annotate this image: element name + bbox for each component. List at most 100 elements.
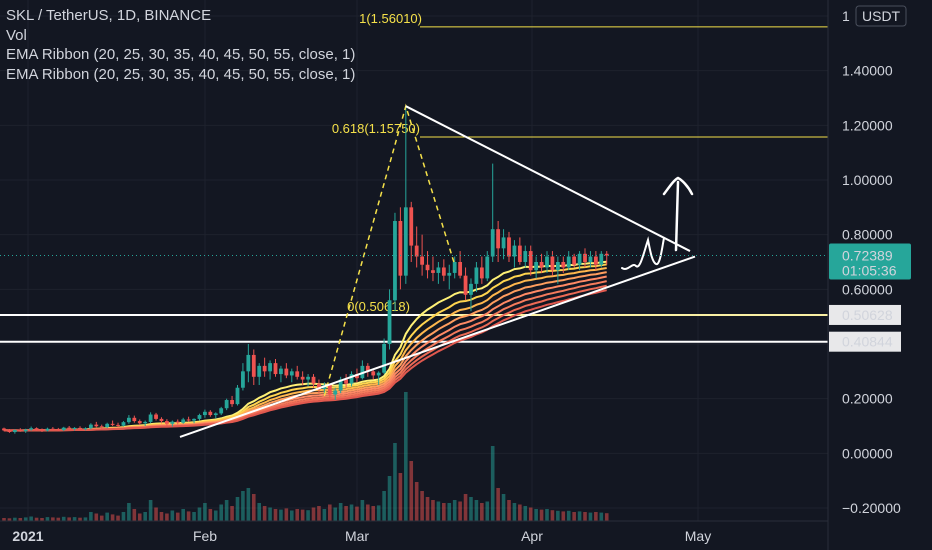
- candle-body: [355, 374, 359, 379]
- candle-body: [186, 419, 191, 421]
- x-tick-label: Feb: [193, 528, 217, 544]
- ema-line: [3, 260, 607, 432]
- volume-bar: [121, 512, 126, 521]
- candle-body: [279, 368, 283, 375]
- candle-body: [273, 363, 278, 375]
- volume-bar: [376, 505, 381, 521]
- currency-selector-box: [855, 5, 907, 27]
- volume-bar: [94, 513, 99, 521]
- candle-body: [203, 411, 207, 416]
- volume-bar: [295, 509, 300, 521]
- candle-body: [175, 421, 180, 423]
- volume-bar: [604, 513, 609, 521]
- candle-body: [566, 256, 571, 268]
- countdown-label: 01:05:36: [842, 262, 897, 278]
- candle-body: [88, 424, 93, 429]
- candle-body: [420, 256, 425, 265]
- volume-bar: [78, 517, 82, 521]
- candle-body: [534, 262, 539, 271]
- volume-bar: [181, 509, 185, 521]
- y-tick-label: 1: [842, 8, 850, 24]
- candle-body: [2, 428, 6, 431]
- volume-bar: [89, 512, 93, 521]
- candle-body: [458, 262, 463, 276]
- x-tick-label: Apr: [521, 528, 543, 544]
- candle-body: [528, 251, 533, 271]
- volume-bar: [398, 473, 403, 521]
- candle-body: [61, 427, 66, 431]
- volume-bar: [518, 504, 522, 521]
- candle-body: [496, 229, 501, 249]
- fib-level-label: 0(0.50618): [347, 299, 410, 314]
- candle-body: [507, 237, 511, 257]
- candle-body: [577, 253, 582, 265]
- volume-bar: [436, 501, 441, 521]
- candle-body: [170, 421, 175, 424]
- volume-bar: [2, 518, 6, 521]
- candle-body: [398, 221, 403, 276]
- candle-body: [474, 267, 479, 284]
- volume-bar: [387, 476, 392, 521]
- candle-body: [436, 267, 441, 273]
- volume-bar: [289, 510, 294, 521]
- candle-body: [463, 275, 468, 295]
- y-tick-label: 1.00000: [842, 172, 893, 188]
- candle-body: [99, 426, 104, 428]
- candle-body: [311, 376, 316, 384]
- fib-level-label: 0.618(1.15750): [332, 121, 420, 136]
- volume-bar: [409, 461, 414, 521]
- x-tick-label: Mar: [345, 528, 369, 544]
- volume-bar: [45, 517, 50, 521]
- volume-bar: [583, 512, 587, 521]
- volume-bar: [447, 503, 452, 521]
- volume-bar: [110, 514, 115, 521]
- axes: 1.400001.200001.000000.800000.600000.400…: [0, 0, 911, 550]
- level-price-label: 0.40844: [842, 334, 893, 350]
- volume-bar: [393, 443, 397, 521]
- candle-body: [431, 270, 435, 273]
- candle-body: [154, 414, 158, 419]
- y-tick-label: 0.20000: [842, 391, 893, 407]
- y-tick-label: 1.20000: [842, 117, 893, 133]
- volume-bar: [127, 503, 131, 521]
- candle-body: [501, 237, 506, 249]
- candle-body: [403, 207, 408, 276]
- candle-body: [45, 428, 50, 431]
- volume-bar: [382, 491, 386, 521]
- ema-line: [3, 275, 607, 432]
- volume-bar: [485, 501, 490, 521]
- candle-body: [300, 376, 305, 380]
- candle-body: [110, 423, 115, 425]
- volume-bar: [523, 506, 528, 521]
- volume-bar: [474, 500, 479, 521]
- volume-bar: [83, 517, 88, 521]
- volume-bar: [56, 517, 61, 521]
- candle-body: [7, 430, 12, 433]
- volume-bar: [230, 506, 234, 521]
- volume-bar: [496, 488, 500, 521]
- candle-body: [224, 400, 229, 409]
- candle-body: [105, 423, 110, 428]
- candle-body: [50, 428, 55, 430]
- volume-bar: [51, 517, 55, 521]
- volume-bar: [550, 510, 555, 521]
- volume-bar: [300, 509, 305, 521]
- candle-body: [371, 371, 376, 376]
- candle-body: [56, 429, 61, 431]
- volume-bar: [414, 482, 419, 521]
- candle-body: [409, 207, 414, 246]
- volume-bar: [404, 392, 408, 521]
- volume-bar: [469, 497, 473, 521]
- volume-bar: [317, 506, 321, 521]
- volume-bar: [235, 497, 240, 521]
- candle-body: [235, 387, 240, 405]
- volume-bar: [137, 513, 142, 521]
- volume-bar: [501, 494, 506, 521]
- ema-line: [3, 271, 607, 432]
- volume-bar: [442, 503, 446, 521]
- candle-body: [18, 430, 23, 432]
- volume-bar: [279, 509, 283, 521]
- volume-bar: [241, 491, 245, 521]
- candle-body: [572, 256, 577, 265]
